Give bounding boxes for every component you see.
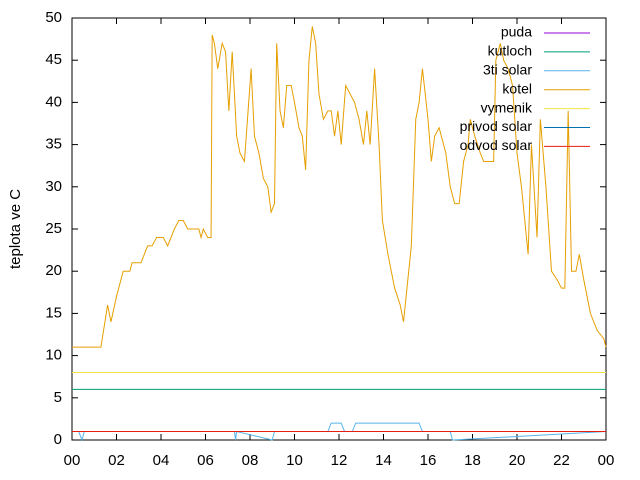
- legend-label: vymenik: [481, 99, 533, 115]
- x-tick-label: 12: [331, 452, 348, 469]
- x-tick-label: 18: [464, 452, 481, 469]
- y-tick-label: 50: [45, 9, 62, 26]
- x-tick-label: 16: [420, 452, 437, 469]
- legend-label: puda: [501, 24, 532, 40]
- y-tick-label: 35: [45, 136, 62, 153]
- y-tick-label: 0: [54, 431, 62, 448]
- x-tick-label: 08: [242, 452, 259, 469]
- series-line: [72, 26, 607, 348]
- legend-label: 3ti solar: [483, 62, 532, 78]
- x-tick-label: 06: [197, 452, 214, 469]
- legend-label: privod solar: [460, 118, 533, 134]
- legend-label: kutloch: [488, 43, 532, 59]
- x-tick-label: 10: [286, 452, 303, 469]
- y-tick-label: 25: [45, 220, 62, 237]
- x-tick-label: 14: [375, 452, 392, 469]
- x-tick-label: 02: [108, 452, 125, 469]
- legend-label: odvod solar: [460, 137, 533, 153]
- y-tick-label: 15: [45, 304, 62, 321]
- y-tick-label: 40: [45, 93, 62, 110]
- y-tick-label: 5: [54, 389, 62, 406]
- x-tick-label: 00: [598, 452, 615, 469]
- x-tick-label: 04: [153, 452, 170, 469]
- x-tick-label: 20: [509, 452, 526, 469]
- x-tick-label: 22: [553, 452, 570, 469]
- y-tick-label: 30: [45, 178, 62, 195]
- legend-label: kotel: [502, 80, 532, 96]
- x-tick-label: 00: [64, 452, 81, 469]
- y-tick-label: 45: [45, 51, 62, 68]
- y-tick-label: 10: [45, 347, 62, 364]
- y-axis-label: teplota ve C: [7, 189, 24, 269]
- y-tick-label: 20: [45, 262, 62, 279]
